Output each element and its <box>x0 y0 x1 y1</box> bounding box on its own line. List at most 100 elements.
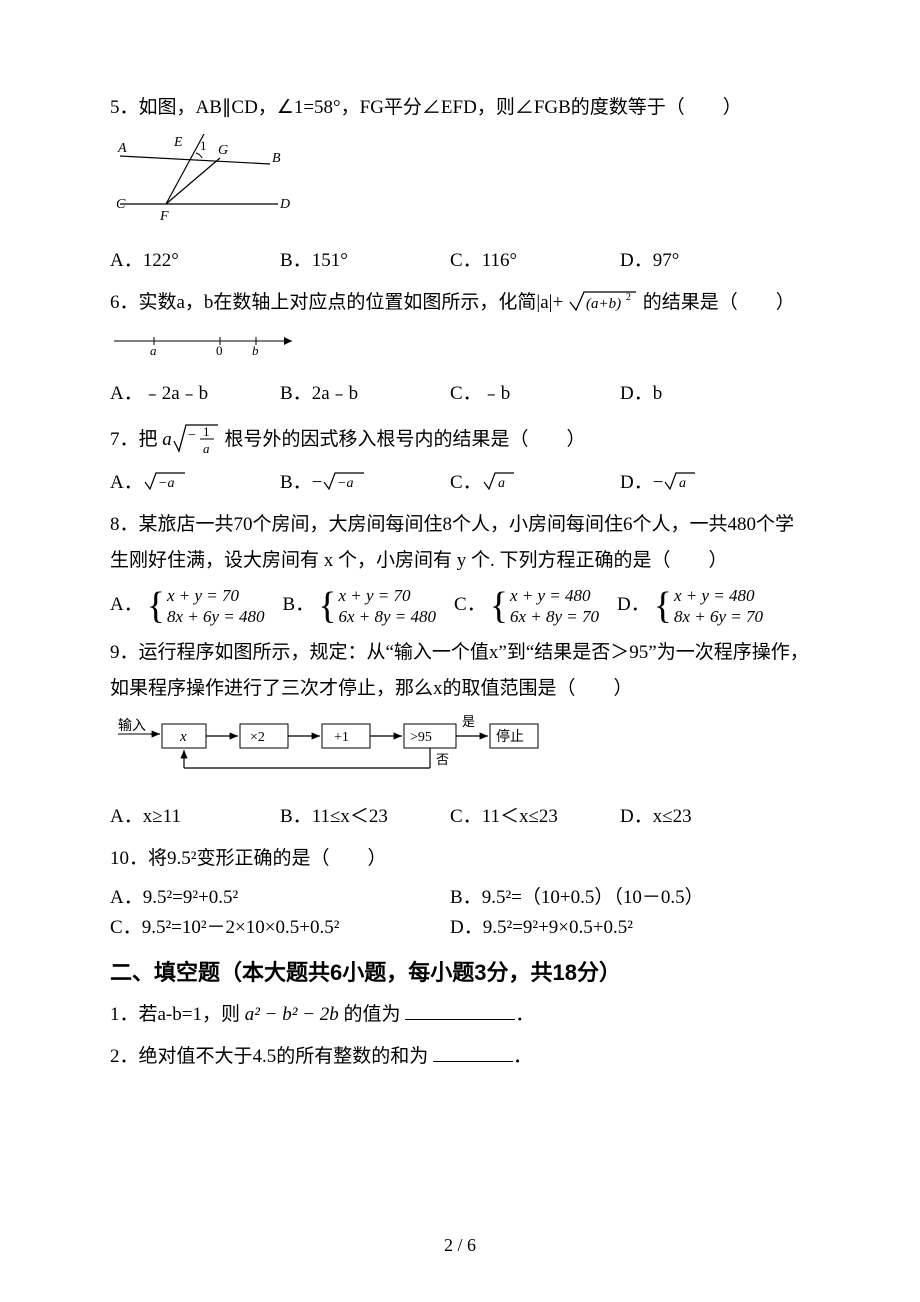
q5-opt-d-val: 97° <box>653 250 680 271</box>
q9-text: 9．运行程序如图所示，规定：从“输入一个值x”到“结果是否＞95”为一次程序操作… <box>110 635 810 707</box>
svg-text:a: a <box>150 343 157 357</box>
q6-opt-c: C．﹣b <box>450 376 620 412</box>
q5-opt-b-val: 151° <box>312 250 348 271</box>
svg-text:2: 2 <box>626 292 631 303</box>
q9-opt-d-val: x≤23 <box>653 806 692 827</box>
svg-text:−: − <box>188 428 196 443</box>
q5-options: A．122° B．151° C．116° D．97° <box>110 243 810 279</box>
svg-text:1: 1 <box>200 138 207 153</box>
q7-options: A．−a B．−−a C．a D．−a <box>110 465 810 501</box>
q8-opt-b: B．{x + y = 706x + 8y = 480 <box>283 585 436 628</box>
svg-text:−a: −a <box>337 476 353 491</box>
q7-suffix: 根号外的因式移入根号内的结果是（ ） <box>225 429 586 450</box>
q8-a-eq2: 8x + 6y = 480 <box>167 606 265 627</box>
svg-text:否: 否 <box>436 752 449 767</box>
q8-opt-a: A．{x + y = 708x + 6y = 480 <box>110 585 265 628</box>
q5-opt-d: D．97° <box>620 243 790 279</box>
fill2-tail: ． <box>513 1046 532 1067</box>
q7-prefix: 7．把 <box>110 429 158 450</box>
q10-opt-a-val: 9.5²=9²+0.5² <box>143 887 239 908</box>
q7-opt-c: C．a <box>450 465 620 501</box>
q9-opt-b: B．11≤x＜23 <box>280 799 450 835</box>
q6-figure: a 0 b <box>110 327 810 370</box>
q8-c-eq1: x + y = 480 <box>510 585 599 606</box>
fill1: 1．若a-b=1，则 a² − b² − 2b 的值为 ． <box>110 997 810 1033</box>
page-footer: 2 / 6 <box>0 1228 920 1262</box>
q5-opt-b: B．151° <box>280 243 450 279</box>
fill1-suffix: 的值为 <box>344 1004 401 1025</box>
svg-text:a: a <box>679 476 686 491</box>
q8-b-eq2: 6x + 8y = 480 <box>338 606 436 627</box>
section2-title: 二、填空题（本大题共6小题，每小题3分，共18分） <box>110 952 810 994</box>
fill2: 2．绝对值不大于4.5的所有整数的和为 ． <box>110 1039 810 1075</box>
q6-prefix: 6．实数a，b在数轴上对应点的位置如图所示，化简|a|+ <box>110 292 563 313</box>
svg-text:0: 0 <box>216 343 223 357</box>
q9-options: A．x≥11 B．11≤x＜23 C．11＜x≤23 D．x≤23 <box>110 799 810 835</box>
q8-opt-d: D．{x + y = 4808x + 6y = 70 <box>617 585 763 628</box>
q6-opt-c-val: ﹣b <box>482 383 511 404</box>
q9-opt-c-val: 11＜x≤23 <box>482 806 558 827</box>
svg-text:B: B <box>272 151 281 166</box>
q6-options: A．﹣2a﹣b B．2a﹣b C．﹣b D．b <box>110 376 810 412</box>
svg-text:E: E <box>173 135 183 150</box>
q7-text: 7．把 a − 1 a 根号外的因式移入根号内的结果是（ ） <box>110 419 810 459</box>
q6-opt-a: A．﹣2a﹣b <box>110 376 280 412</box>
svg-text:D: D <box>279 197 290 212</box>
q5-opt-a: A．122° <box>110 243 280 279</box>
q10-opt-b-val: 9.5²=（10+0.5）（10－0.5） <box>482 887 704 908</box>
svg-text:−a: −a <box>158 476 174 491</box>
svg-text:输入: 输入 <box>118 718 146 734</box>
fill1-prefix: 1．若a-b=1，则 <box>110 1004 240 1025</box>
fill1-blank <box>405 999 515 1021</box>
q6-opt-b-val: 2a﹣b <box>312 383 358 404</box>
q5-text: 5．如图，AB∥CD，∠1=58°，FG平分∠EFD，则∠FGB的度数等于（ ） <box>110 90 810 126</box>
q9-opt-d: D．x≤23 <box>620 799 790 835</box>
svg-text:>95: >95 <box>410 730 432 745</box>
fill1-tail: ． <box>515 1004 534 1025</box>
q6-opt-a-val: ﹣2a﹣b <box>143 383 208 404</box>
q8-c-eq2: 6x + 8y = 70 <box>510 606 599 627</box>
q7-expr: a <box>162 429 172 450</box>
q6-opt-d: D．b <box>620 376 790 412</box>
q8-text: 8．某旅店一共70个房间，大房间每间住8个人，小房间每间住6个人，一共480个学… <box>110 507 810 579</box>
svg-text:F: F <box>159 209 169 224</box>
svg-text:(a+b): (a+b) <box>586 296 621 312</box>
q6-opt-b: B．2a﹣b <box>280 376 450 412</box>
fill1-expr: a² − b² − 2b <box>245 1004 339 1025</box>
svg-text:b: b <box>252 343 259 357</box>
q10-opt-b: B．9.5²=（10+0.5）（10－0.5） <box>450 883 790 913</box>
svg-text:x: x <box>179 729 187 745</box>
svg-text:C: C <box>116 197 126 212</box>
svg-text:停止: 停止 <box>496 728 524 745</box>
q7-opt-d: D．−a <box>620 465 790 501</box>
svg-text:+1: +1 <box>334 730 349 745</box>
q5-opt-c-val: 116° <box>482 250 517 271</box>
q9-opt-a-val: x≥11 <box>143 806 181 827</box>
q7-opt-b: B．−−a <box>280 465 450 501</box>
q5-figure: A E 1 G B C F D <box>110 132 810 237</box>
q9-opt-b-val: 11≤x＜23 <box>312 806 388 827</box>
svg-text:1: 1 <box>203 424 210 439</box>
page: 5．如图，AB∥CD，∠1=58°，FG平分∠EFD，则∠FGB的度数等于（ ）… <box>0 0 920 1302</box>
q6-sqrt: (a+b) 2 <box>563 292 643 313</box>
svg-text:是: 是 <box>462 714 475 729</box>
svg-text:a: a <box>498 476 505 491</box>
q10-opt-d-val: 9.5²=9²+9×0.5+0.5² <box>483 917 633 938</box>
svg-text:G: G <box>218 143 228 158</box>
q10-options: A．9.5²=9²+0.5² B．9.5²=（10+0.5）（10－0.5） C… <box>110 883 810 944</box>
q6-suffix: 的结果是（ ） <box>643 292 795 313</box>
q8-opt-c: C．{x + y = 4806x + 8y = 70 <box>454 585 599 628</box>
q7-opt-a: A．−a <box>110 465 280 501</box>
q9-figure: 输入 x ×2 +1 >95 是 停止 否 <box>110 714 810 793</box>
fill2-text: 2．绝对值不大于4.5的所有整数的和为 <box>110 1046 428 1067</box>
q6-text: 6．实数a，b在数轴上对应点的位置如图所示，化简|a|+ (a+b) 2 的结果… <box>110 285 810 321</box>
svg-text:a: a <box>203 441 210 456</box>
q10-opt-a: A．9.5²=9²+0.5² <box>110 883 450 913</box>
fill2-blank <box>433 1041 513 1063</box>
q10-opt-c-val: 9.5²=10²－2×10×0.5+0.5² <box>142 917 340 938</box>
q5-opt-c: C．116° <box>450 243 620 279</box>
q6-opt-d-val: b <box>653 383 663 404</box>
q5-opt-a-val: 122° <box>143 250 179 271</box>
q10-opt-d: D．9.5²=9²+9×0.5+0.5² <box>450 913 790 943</box>
q8-d-eq1: x + y = 480 <box>674 585 763 606</box>
